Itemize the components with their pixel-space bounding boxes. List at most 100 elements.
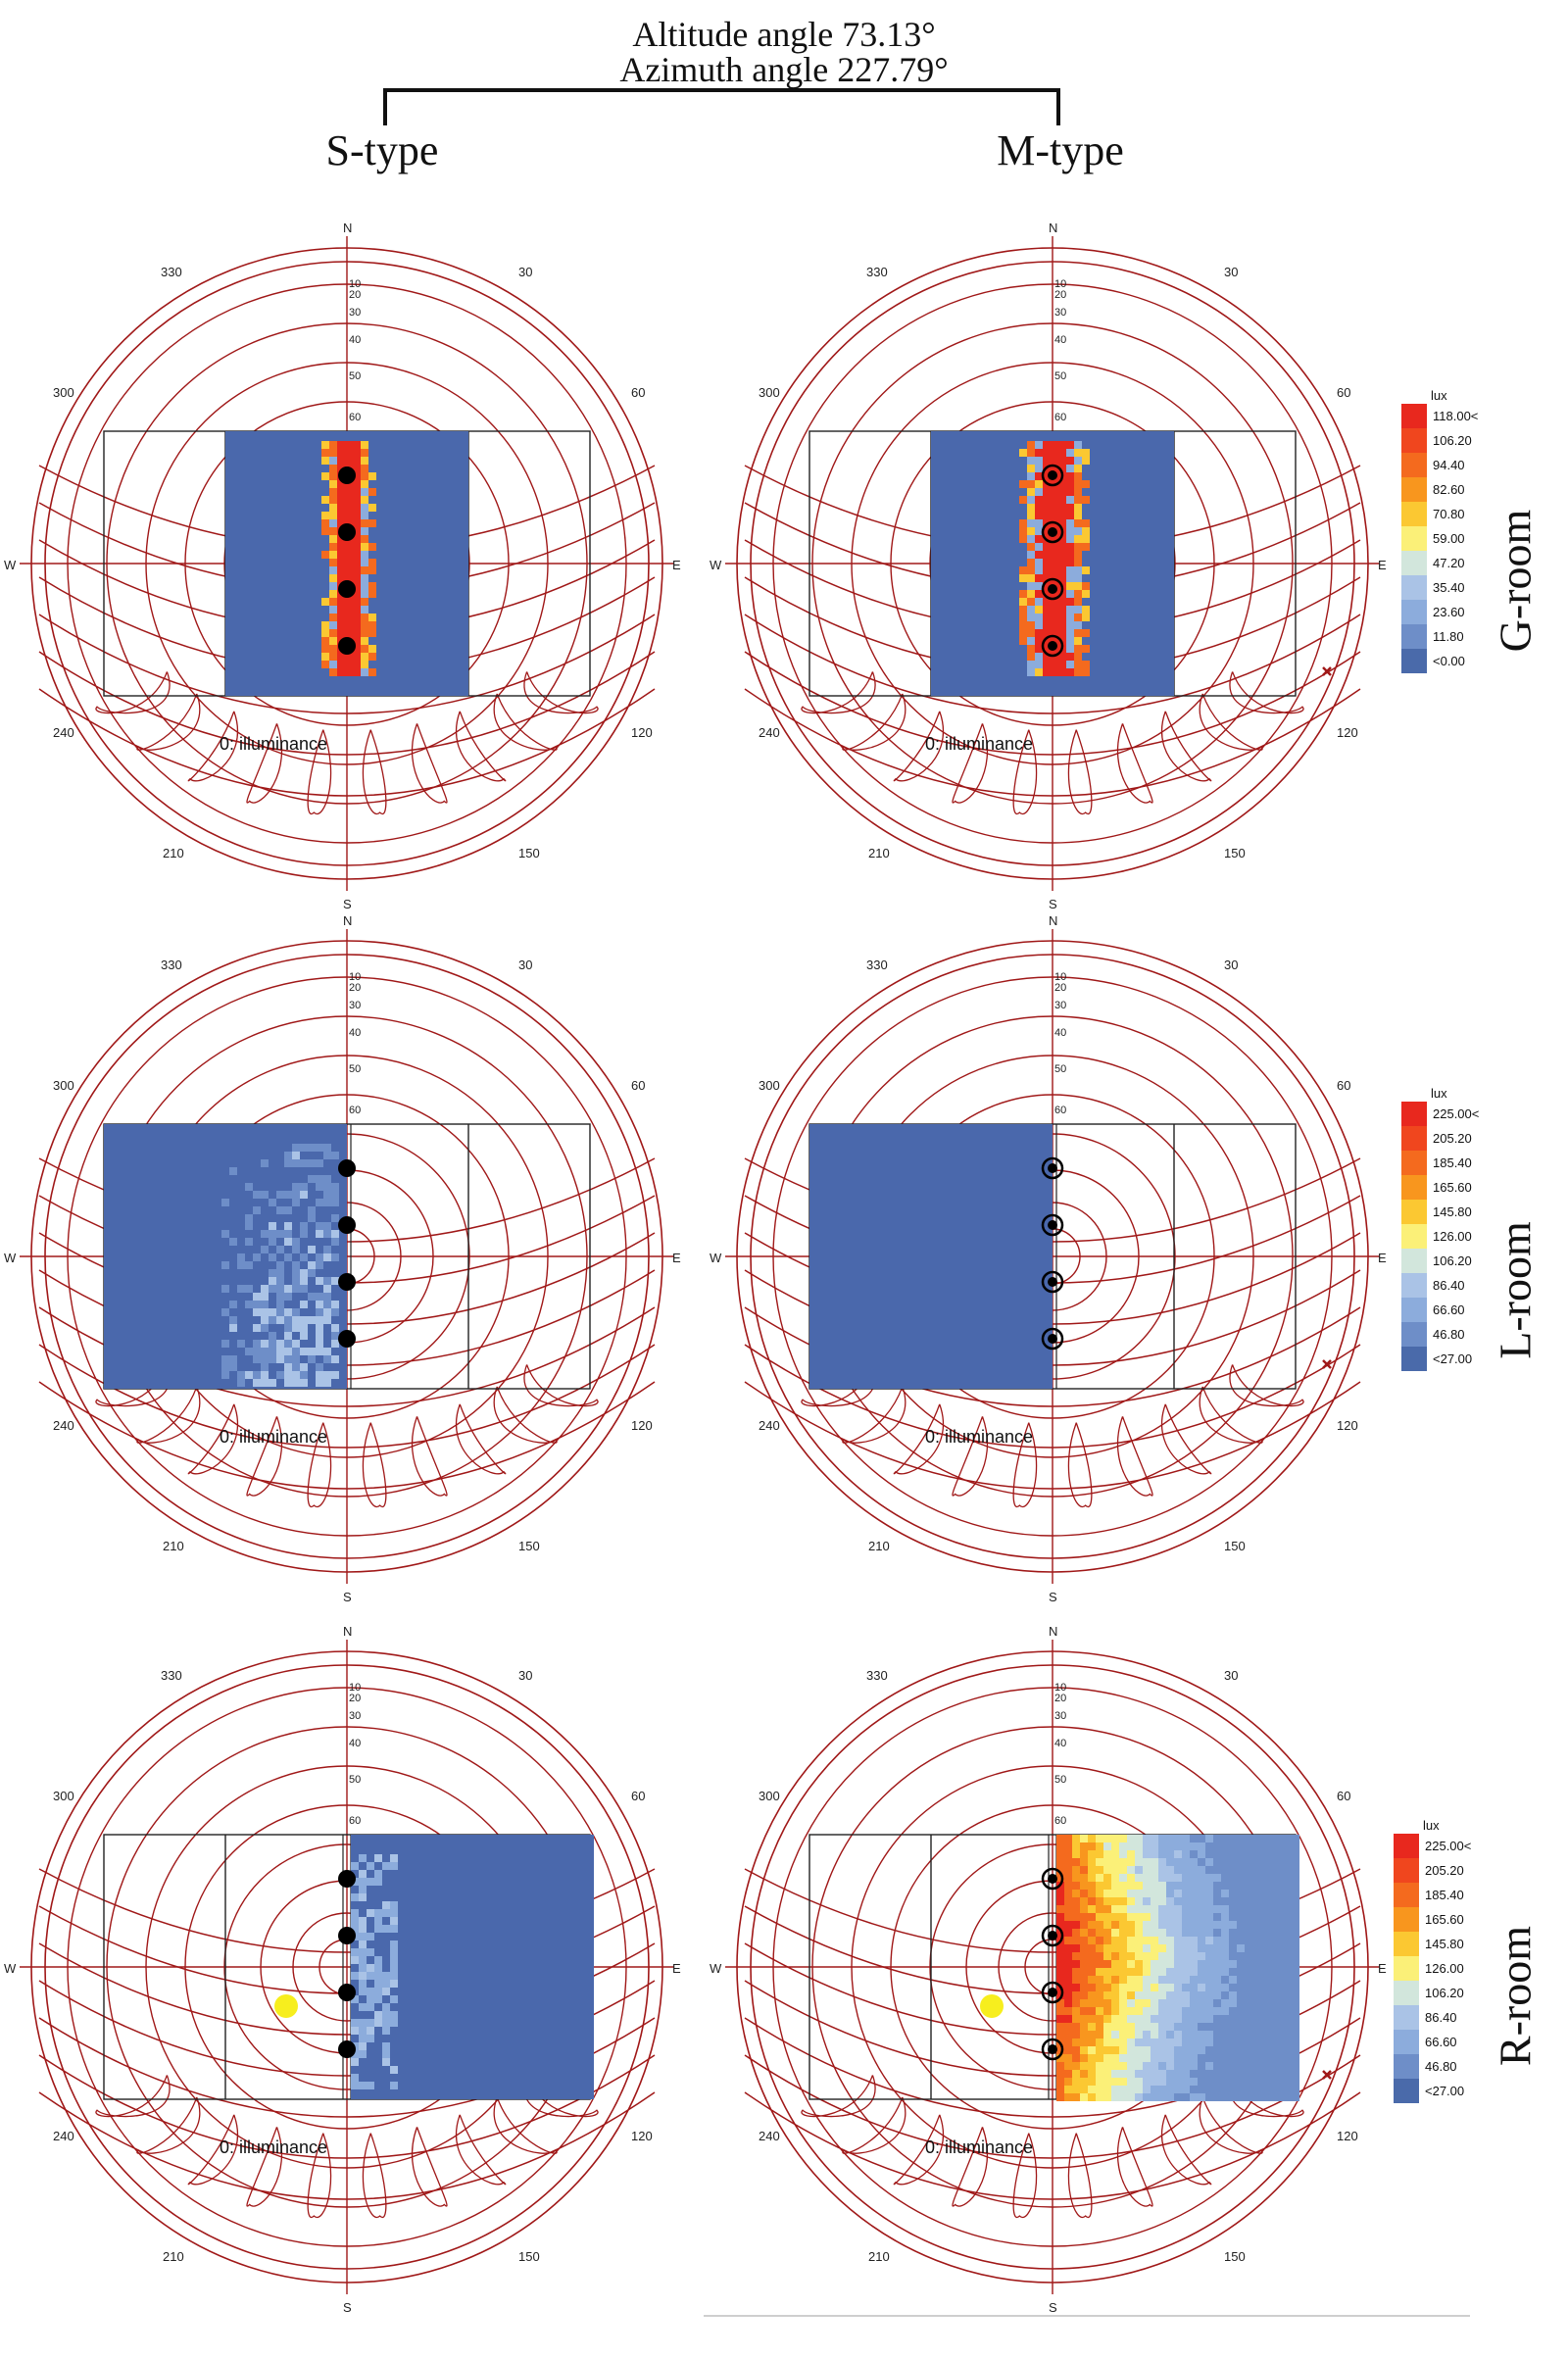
legend-label: <27.00 <box>1433 1351 1472 1366</box>
legend-swatch <box>1401 1151 1427 1175</box>
sensor-point <box>338 1159 356 1177</box>
north-label: N <box>1049 1624 1057 1639</box>
altitude-label: 30 <box>1054 1000 1066 1011</box>
analemma-loop <box>493 693 558 751</box>
legend-swatch <box>1401 624 1427 649</box>
analemma-loop <box>455 2114 507 2186</box>
azimuth-label: 330 <box>161 265 182 279</box>
legend-swatch <box>1401 526 1427 551</box>
analemma-loop <box>842 1386 906 1444</box>
legend-label: 11.80 <box>1433 629 1464 644</box>
east-label: E <box>1378 1251 1387 1265</box>
sensor-point <box>338 1927 356 1944</box>
altitude-label: 10 <box>349 278 361 290</box>
sun-path-arc <box>38 1381 656 1490</box>
legend-label: 59.00 <box>1433 531 1465 546</box>
analemma-loop <box>842 693 906 751</box>
sensor-point <box>338 1273 356 1291</box>
azimuth-label: 330 <box>866 1668 888 1683</box>
sun-path-arc <box>744 614 1361 714</box>
sunpath-panel: N S E W 330 30 300 60 240 120 210 150 10 20 30 40 50 60 0:… <box>0 211 700 916</box>
legend-swatch <box>1401 477 1427 502</box>
sun-path-arc <box>38 614 656 714</box>
azimuth-label: 150 <box>518 2249 540 2264</box>
analemma-loop <box>95 1364 171 1407</box>
north-label: N <box>1049 913 1057 928</box>
altitude-label: 60 <box>1054 1815 1066 1827</box>
legend-swatch <box>1401 1102 1427 1126</box>
altitude-label: 40 <box>349 1738 361 1749</box>
sensor-point <box>1041 464 1064 487</box>
altitude-label: 40 <box>349 334 361 346</box>
analemma-loop <box>1229 1364 1304 1407</box>
azimuth-label: 60 <box>1337 1789 1350 1803</box>
west-label: W <box>710 1251 722 1265</box>
analemma-loop <box>1012 729 1038 815</box>
sensor-point <box>338 1330 356 1348</box>
azimuth-label: 210 <box>868 2249 890 2264</box>
altitude-label: 50 <box>1054 1774 1066 1786</box>
sun-path-arc <box>38 1344 656 1449</box>
x-marker <box>1322 666 1332 676</box>
sensor-point <box>1041 1270 1064 1294</box>
sensor-point <box>1041 1867 1064 1891</box>
azimuth-label: 120 <box>1337 1418 1358 1433</box>
legend-swatch <box>1401 428 1427 453</box>
legend-swatch <box>1401 1249 1427 1273</box>
analemma-loop <box>1229 2075 1304 2118</box>
legend-label: 165.60 <box>1425 1912 1464 1927</box>
analemma-loop <box>362 2133 387 2219</box>
azimuth-label: 240 <box>53 725 74 740</box>
analemma-loop <box>187 2114 239 2186</box>
sensor-point-core <box>1048 641 1057 651</box>
altitude-label: 60 <box>1054 1105 1066 1116</box>
sensor-point <box>1041 634 1064 658</box>
altitude-label: 10 <box>1054 1682 1066 1694</box>
legend-label: 165.60 <box>1433 1180 1472 1195</box>
analemma-loop <box>952 723 989 804</box>
legend-label: 145.80 <box>1425 1937 1464 1951</box>
analemma-loop <box>801 671 876 714</box>
analemma-loop <box>187 1403 239 1475</box>
legend-swatch <box>1401 551 1427 575</box>
analemma-loop <box>893 711 945 782</box>
analemma-loop <box>893 1403 945 1475</box>
sun-marker <box>980 1994 1004 2018</box>
sensor-point <box>1041 1924 1064 1947</box>
north-label: N <box>343 1624 352 1639</box>
sensor-point <box>338 1870 356 1888</box>
analemma-loop <box>493 2096 558 2154</box>
azimuth-label: 60 <box>1337 1078 1350 1093</box>
legend-label: 86.40 <box>1425 2010 1457 2025</box>
sensor-point <box>338 523 356 541</box>
analemma-loop <box>411 1416 448 1497</box>
analemma-loop <box>1116 1416 1153 1497</box>
analemma-loop <box>893 2114 945 2186</box>
legend-label: 225.00< <box>1433 1106 1479 1121</box>
analemma-loop <box>1012 1422 1038 1508</box>
analemma-loop <box>1160 1403 1212 1475</box>
sensor-point-core <box>1048 1277 1057 1287</box>
analemma-loop <box>1116 2127 1153 2207</box>
legend-label: 106.20 <box>1433 1253 1472 1268</box>
legend-label: 106.20 <box>1425 1986 1464 2000</box>
legend-swatch <box>1394 2054 1419 2079</box>
sensor-point-core <box>1048 1874 1057 1884</box>
legend-swatch <box>1401 502 1427 526</box>
analemma-loop <box>801 2075 876 2118</box>
sensor-point <box>338 1216 356 1234</box>
azimuth-label: 60 <box>631 385 645 400</box>
south-label: S <box>1049 897 1057 911</box>
sensor-point <box>1041 2038 1064 2061</box>
south-label: S <box>343 897 352 911</box>
azimuth-label: 120 <box>631 725 653 740</box>
sensor-point <box>1041 1156 1064 1180</box>
azimuth-label: 150 <box>518 846 540 860</box>
analemma-loop <box>411 2127 448 2207</box>
sensor-point <box>1041 1213 1064 1237</box>
legend-label: 118.00< <box>1433 409 1478 423</box>
room-label-g: G-room <box>1490 509 1541 653</box>
analemma-loop <box>362 729 387 815</box>
azimuth-label: 240 <box>53 1418 74 1433</box>
azimuth-label: 210 <box>163 846 184 860</box>
